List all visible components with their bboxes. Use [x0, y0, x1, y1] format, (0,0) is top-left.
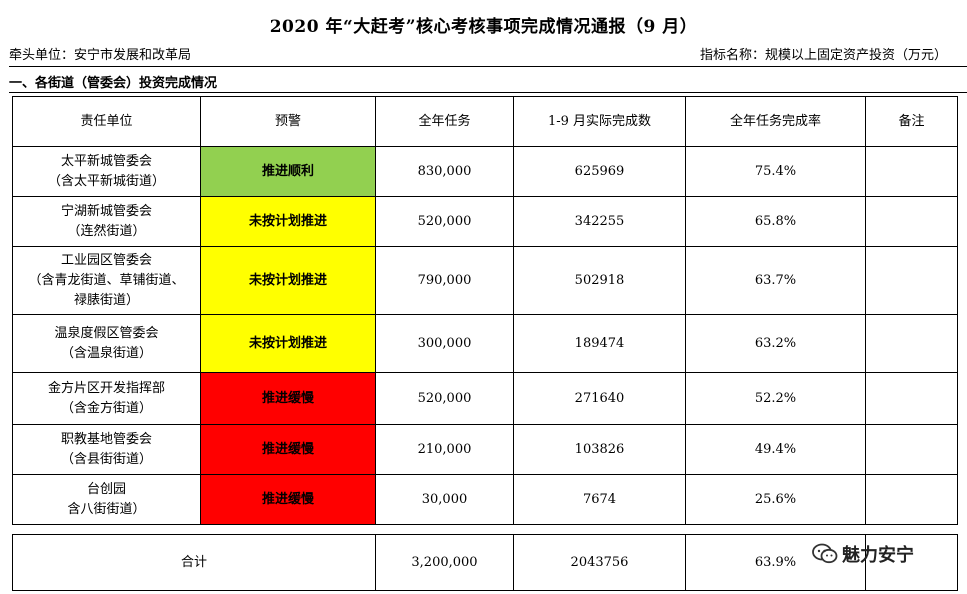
warning-cell: 推进缓慢: [200, 424, 376, 475]
completion-rate: 25.6%: [685, 474, 866, 525]
actual-value: 625969: [513, 146, 686, 197]
indicator-name: 指标名称：规模以上固定资产投资（万元）: [699, 48, 947, 63]
unit-name: 金方片区开发指挥部: [47, 380, 165, 396]
annual-task: 210,000: [375, 424, 514, 475]
table-row: 宁湖新城管委会 （连然街道） 未按计划推进 520,000 342255 65.…: [12, 196, 958, 247]
note-cell: [865, 146, 958, 197]
warning-cell: 未按计划推进: [200, 196, 376, 247]
annual-task: 520,000: [375, 372, 514, 425]
header-rate: 全年任务完成率: [685, 96, 866, 147]
completion-rate: 52.2%: [685, 372, 866, 425]
unit-detail: 含八街街道）: [67, 501, 146, 517]
unit-cell: 温泉度假区管委会 （含温泉街道）: [12, 314, 201, 373]
unit-name: 职教基地管委会: [60, 431, 152, 447]
unit-name: 台创园: [86, 481, 126, 497]
unit-cell: 太平新城管委会 （含太平新城街道）: [12, 146, 201, 197]
table-row: 温泉度假区管委会 （含温泉街道） 未按计划推进 300,000 189474 6…: [12, 314, 958, 373]
report-title: 2020 年“大赶考”核心考核事项完成情况通报（9 月）: [269, 17, 698, 37]
completion-rate: 75.4%: [685, 146, 866, 197]
unit-cell: 金方片区开发指挥部 （含金方街道）: [12, 372, 201, 425]
unit-name: 温泉度假区管委会: [54, 325, 159, 341]
header-annual-task: 全年任务: [375, 96, 514, 147]
unit-name: 宁湖新城管委会: [60, 203, 152, 219]
wechat-icon: [812, 543, 838, 564]
unit-detail: （含温泉街道）: [60, 345, 152, 361]
actual-value: 271640: [513, 372, 686, 425]
unit-cell: 职教基地管委会 （含县街街道）: [12, 424, 201, 475]
unit-detail: （连然街道）: [67, 223, 146, 239]
divider: [9, 92, 967, 93]
lead-unit: 牵头单位：安宁市发展和改革局: [9, 48, 192, 63]
annual-task: 790,000: [375, 246, 514, 315]
unit-name: 工业园区管委会: [60, 252, 152, 268]
actual-value: 103826: [513, 424, 686, 475]
watermark-text: 魅力安宁: [842, 545, 914, 566]
note-cell: [865, 372, 958, 425]
watermark: 魅力安宁: [812, 540, 952, 568]
note-cell: [865, 424, 958, 475]
table-row: 金方片区开发指挥部 （含金方街道） 推进缓慢 520,000 271640 52…: [12, 372, 958, 425]
total-rate: 63.9%: [685, 534, 866, 591]
section-title: 一、各街道（管委会）投资完成情况: [9, 76, 218, 91]
table-row: 工业园区管委会 （含青龙街道、草铺街道、 禄脿街道） 未按计划推进 790,00…: [12, 246, 958, 315]
annual-task: 830,000: [375, 146, 514, 197]
note-cell: [865, 474, 958, 525]
annual-task: 520,000: [375, 196, 514, 247]
unit-detail: （含金方街道）: [60, 400, 152, 416]
actual-value: 342255: [513, 196, 686, 247]
completion-rate: 65.8%: [685, 196, 866, 247]
unit-detail: （含青龙街道、草铺街道、: [28, 272, 185, 288]
total-actual: 2043756: [513, 534, 686, 591]
unit-detail: （含太平新城街道）: [47, 173, 165, 189]
total-row: 合计 3,200,000 2043756 63.9%: [12, 534, 958, 591]
completion-rate: 63.7%: [685, 246, 866, 315]
total-note: [865, 534, 958, 591]
warning-cell: 推进缓慢: [200, 372, 376, 425]
annual-task: 300,000: [375, 314, 514, 373]
completion-rate: 63.2%: [685, 314, 866, 373]
table-row: 台创园 含八街街道） 推进缓慢 30,000 7674 25.6%: [12, 474, 958, 525]
investment-table: 责任单位 预警 全年任务 1-9 月实际完成数 全年任务完成率 备注 太平新城管…: [12, 96, 958, 525]
warning-cell: 推进缓慢: [200, 474, 376, 525]
annual-task: 30,000: [375, 474, 514, 525]
header-note: 备注: [865, 96, 958, 147]
unit-cell: 工业园区管委会 （含青龙街道、草铺街道、 禄脿街道）: [12, 246, 201, 315]
table-row: 太平新城管委会 （含太平新城街道） 推进顺利 830,000 625969 75…: [12, 146, 958, 197]
actual-value: 7674: [513, 474, 686, 525]
header-warning: 预警: [200, 96, 376, 147]
note-cell: [865, 314, 958, 373]
completion-rate: 49.4%: [685, 424, 866, 475]
unit-cell: 台创园 含八街街道）: [12, 474, 201, 525]
total-task: 3,200,000: [375, 534, 514, 591]
note-cell: [865, 246, 958, 315]
total-label: 合计: [12, 534, 376, 591]
unit-cell: 宁湖新城管委会 （连然街道）: [12, 196, 201, 247]
total-table: 合计 3,200,000 2043756 63.9%: [12, 534, 958, 591]
unit-detail: （含县街街道）: [60, 451, 152, 467]
header-unit: 责任单位: [12, 96, 201, 147]
table-row: 职教基地管委会 （含县街街道） 推进缓慢 210,000 103826 49.4…: [12, 424, 958, 475]
header-actual: 1-9 月实际完成数: [513, 96, 686, 147]
divider: [9, 66, 967, 67]
unit-detail-cont: 禄脿街道）: [73, 292, 139, 308]
actual-value: 189474: [513, 314, 686, 373]
note-cell: [865, 196, 958, 247]
unit-name: 太平新城管委会: [60, 153, 152, 169]
warning-cell: 未按计划推进: [200, 314, 376, 373]
actual-value: 502918: [513, 246, 686, 315]
warning-cell: 未按计划推进: [200, 246, 376, 315]
warning-cell: 推进顺利: [200, 146, 376, 197]
table-header-row: 责任单位 预警 全年任务 1-9 月实际完成数 全年任务完成率 备注: [12, 96, 958, 147]
